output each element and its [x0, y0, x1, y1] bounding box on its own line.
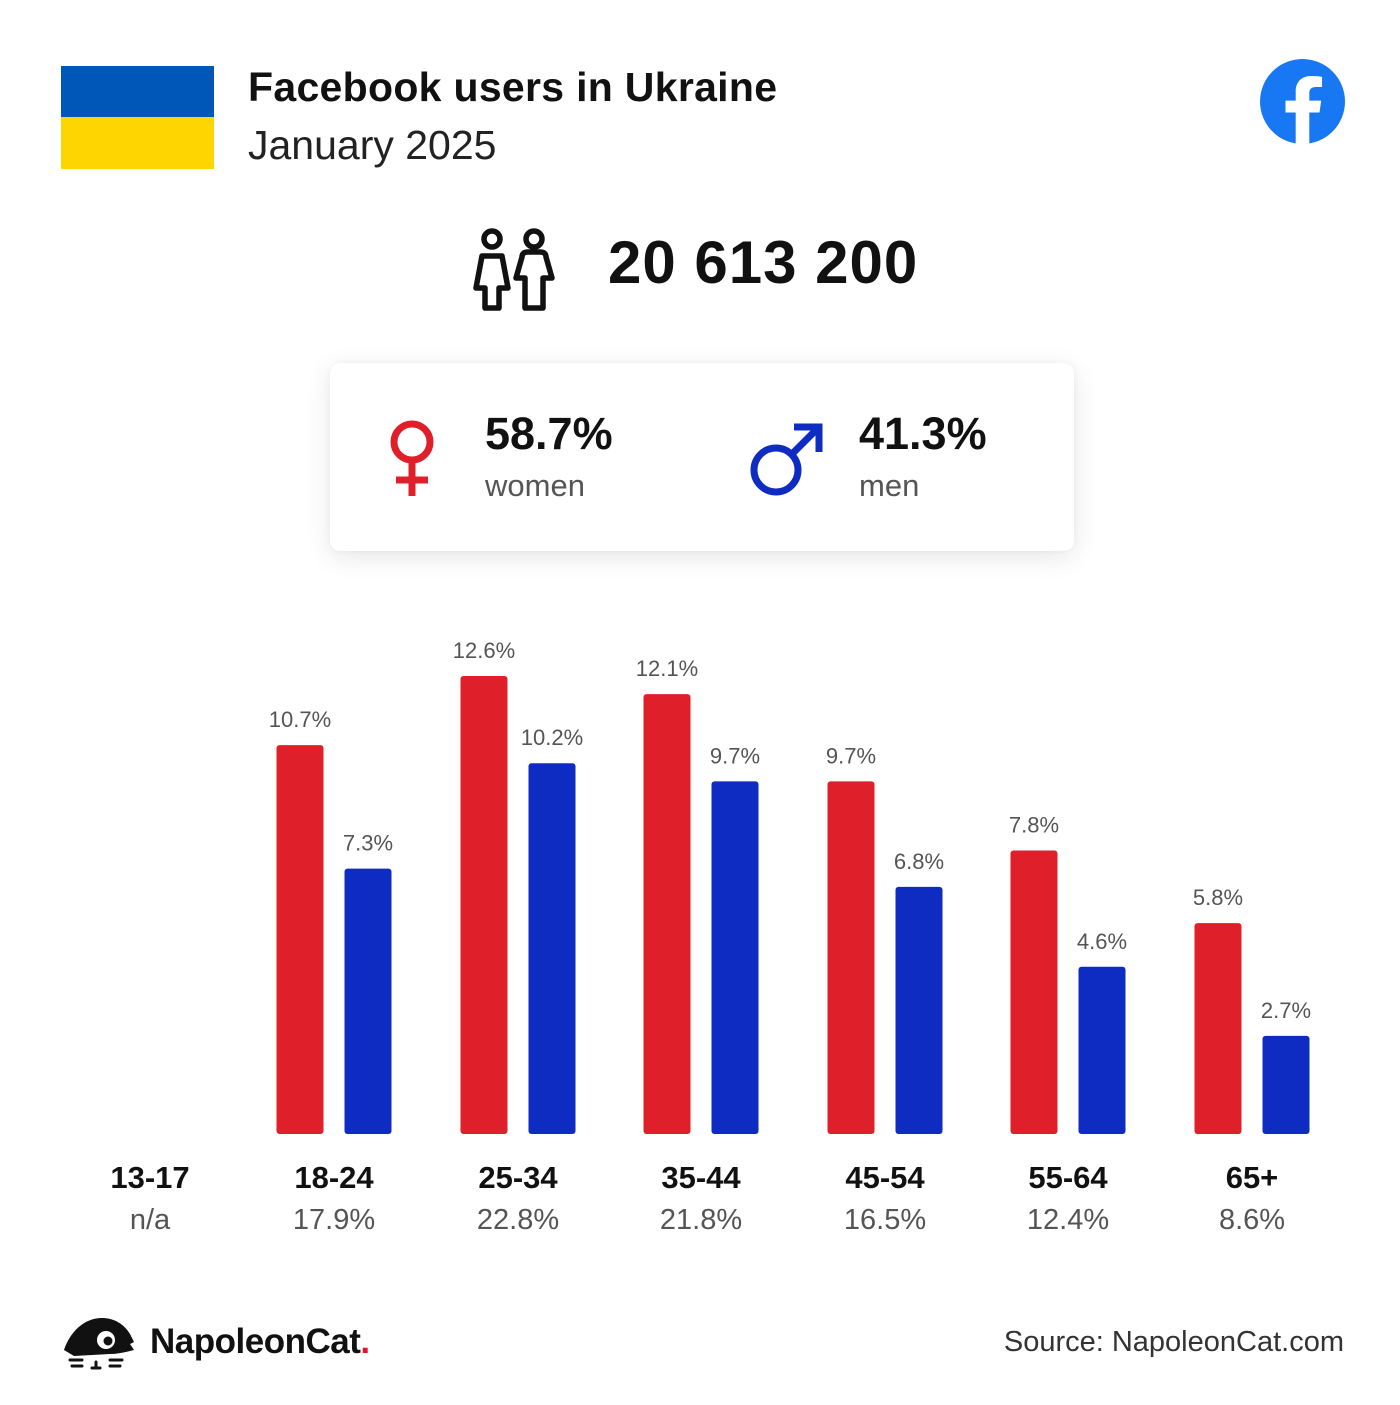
age-category-total: 17.9% [293, 1204, 375, 1236]
men-percent: 41.3% [859, 408, 987, 459]
bar-label-men-55-64: 4.6% [1077, 929, 1127, 954]
age-category-total: 21.8% [660, 1204, 742, 1236]
page-title: Facebook users in Ukraine [248, 64, 778, 110]
age-category-label: 18-24 [294, 1160, 374, 1195]
napoleoncat-logo-icon [64, 1318, 134, 1370]
age-category-label: 35-44 [661, 1160, 741, 1195]
bar-men-55-64 [1078, 966, 1126, 1134]
bar-label-men-35-44: 9.7% [710, 743, 760, 768]
bar-women-45-54 [827, 781, 875, 1134]
bar-women-55-64 [1010, 850, 1058, 1134]
age-category-total: 22.8% [477, 1204, 559, 1236]
bar-men-65+ [1262, 1035, 1310, 1134]
users-icon [473, 228, 555, 311]
source-text: Source: NapoleonCat.com [1003, 1326, 1344, 1358]
male-symbol-icon [750, 423, 823, 496]
bar-label-men-25-34: 10.2% [521, 725, 583, 750]
age-category-label: 13-17 [110, 1160, 189, 1195]
brand-name: NapoleonCat. [150, 1322, 370, 1361]
female-symbol-icon [390, 420, 434, 496]
bar-women-18-24 [276, 745, 324, 1134]
age-category-total: 12.4% [1027, 1204, 1109, 1236]
bar-label-women-18-24: 10.7% [269, 707, 331, 732]
women-label: women [485, 468, 585, 503]
age-category-label: 55-64 [1028, 1160, 1108, 1195]
bar-women-35-44 [643, 694, 691, 1134]
flag-yellow-stripe [61, 117, 214, 169]
bar-men-25-34 [528, 763, 576, 1134]
facebook-logo-icon [1260, 59, 1345, 144]
women-percent: 58.7% [485, 408, 613, 459]
age-category-total: n/a [130, 1204, 171, 1236]
bar-women-65+ [1194, 923, 1242, 1134]
total-users-count: 20 613 200 [608, 229, 919, 296]
bar-label-women-25-34: 12.6% [453, 638, 515, 663]
bar-label-women-55-64: 7.8% [1009, 812, 1059, 837]
bar-label-men-45-54: 6.8% [894, 849, 944, 874]
bar-label-men-18-24: 7.3% [343, 831, 393, 856]
brand-dot: . [360, 1322, 370, 1361]
age-category-label: 45-54 [845, 1160, 925, 1195]
bar-women-25-34 [460, 676, 508, 1134]
page-subtitle: January 2025 [248, 122, 497, 168]
bar-men-35-44 [711, 781, 759, 1134]
ukraine-flag-icon [61, 66, 214, 169]
bar-men-45-54 [895, 886, 943, 1134]
bar-label-women-35-44: 12.1% [636, 656, 698, 681]
age-category-label: 65+ [1226, 1160, 1279, 1195]
age-category-total: 16.5% [844, 1204, 926, 1236]
bar-label-women-65+: 5.8% [1193, 885, 1243, 910]
age-category-label: 25-34 [478, 1160, 558, 1195]
age-gender-bar-chart: 13-17 n/a 10.7% 7.3% 18-24 17.9% 12.6% 10.2% 25-… [110, 638, 1311, 1236]
flag-blue-stripe [61, 66, 214, 117]
gender-card [330, 363, 1074, 551]
bar-label-men-65+: 2.7% [1261, 998, 1311, 1023]
age-category-total: 8.6% [1219, 1204, 1285, 1236]
bar-label-women-45-54: 9.7% [826, 743, 876, 768]
bar-men-18-24 [344, 868, 392, 1134]
men-label: men [859, 468, 920, 503]
